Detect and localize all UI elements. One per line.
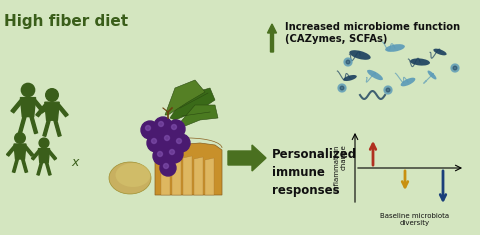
Text: Increased microbiome function: Increased microbiome function [285, 22, 460, 32]
Polygon shape [183, 156, 192, 195]
Polygon shape [24, 145, 34, 156]
Text: Personalized
immune
responses: Personalized immune responses [272, 148, 357, 197]
Circle shape [384, 86, 392, 94]
Circle shape [167, 120, 185, 138]
Circle shape [386, 88, 390, 92]
Circle shape [338, 84, 346, 92]
Ellipse shape [109, 162, 151, 194]
Circle shape [451, 64, 459, 72]
Text: x: x [72, 157, 79, 169]
Circle shape [453, 66, 457, 70]
Polygon shape [155, 143, 222, 195]
Circle shape [158, 121, 164, 126]
Ellipse shape [385, 44, 405, 52]
Polygon shape [20, 98, 36, 117]
Polygon shape [48, 150, 57, 160]
Ellipse shape [367, 70, 383, 80]
Polygon shape [7, 145, 15, 156]
Polygon shape [36, 104, 47, 117]
Polygon shape [11, 99, 22, 113]
Circle shape [164, 164, 168, 168]
Ellipse shape [349, 50, 371, 60]
Circle shape [152, 138, 156, 144]
Ellipse shape [428, 70, 436, 79]
Circle shape [344, 58, 352, 66]
Polygon shape [54, 119, 61, 136]
Polygon shape [19, 116, 26, 134]
FancyArrow shape [228, 145, 266, 171]
Circle shape [165, 145, 183, 163]
Circle shape [15, 133, 25, 143]
Circle shape [21, 83, 35, 97]
Circle shape [145, 125, 151, 130]
Circle shape [147, 134, 165, 152]
Circle shape [160, 160, 176, 176]
Circle shape [46, 89, 58, 101]
Polygon shape [22, 158, 27, 172]
Polygon shape [205, 158, 214, 195]
Polygon shape [161, 154, 170, 195]
Polygon shape [43, 119, 50, 136]
Circle shape [340, 86, 344, 90]
Circle shape [171, 125, 177, 129]
Polygon shape [45, 102, 59, 120]
Text: High fiber diet: High fiber diet [4, 14, 128, 29]
Text: (CAZymes, SCFAs): (CAZymes, SCFAs) [285, 34, 387, 44]
Circle shape [157, 152, 163, 157]
Polygon shape [46, 162, 51, 175]
Circle shape [39, 138, 49, 148]
Polygon shape [58, 104, 68, 117]
Text: Inflammation
change: Inflammation change [334, 144, 347, 191]
Polygon shape [178, 105, 218, 128]
Polygon shape [14, 144, 26, 159]
Polygon shape [194, 157, 203, 195]
Polygon shape [30, 116, 37, 134]
Circle shape [169, 149, 175, 154]
Polygon shape [38, 149, 49, 163]
Ellipse shape [433, 49, 446, 55]
Ellipse shape [410, 59, 430, 66]
FancyArrow shape [267, 24, 276, 52]
Polygon shape [34, 99, 45, 113]
Circle shape [153, 147, 171, 165]
Polygon shape [170, 88, 215, 120]
Polygon shape [165, 80, 205, 115]
Circle shape [172, 134, 190, 152]
Circle shape [154, 117, 172, 135]
Circle shape [160, 131, 178, 149]
Ellipse shape [401, 78, 415, 86]
Circle shape [165, 136, 169, 141]
Circle shape [141, 121, 159, 139]
Circle shape [177, 138, 181, 144]
Polygon shape [37, 162, 43, 175]
Ellipse shape [343, 75, 357, 81]
Polygon shape [12, 158, 19, 172]
Circle shape [346, 60, 350, 64]
Polygon shape [31, 150, 40, 160]
Ellipse shape [116, 163, 151, 187]
Text: Baseline microbiota
diversity: Baseline microbiota diversity [381, 213, 450, 227]
Polygon shape [172, 155, 181, 195]
